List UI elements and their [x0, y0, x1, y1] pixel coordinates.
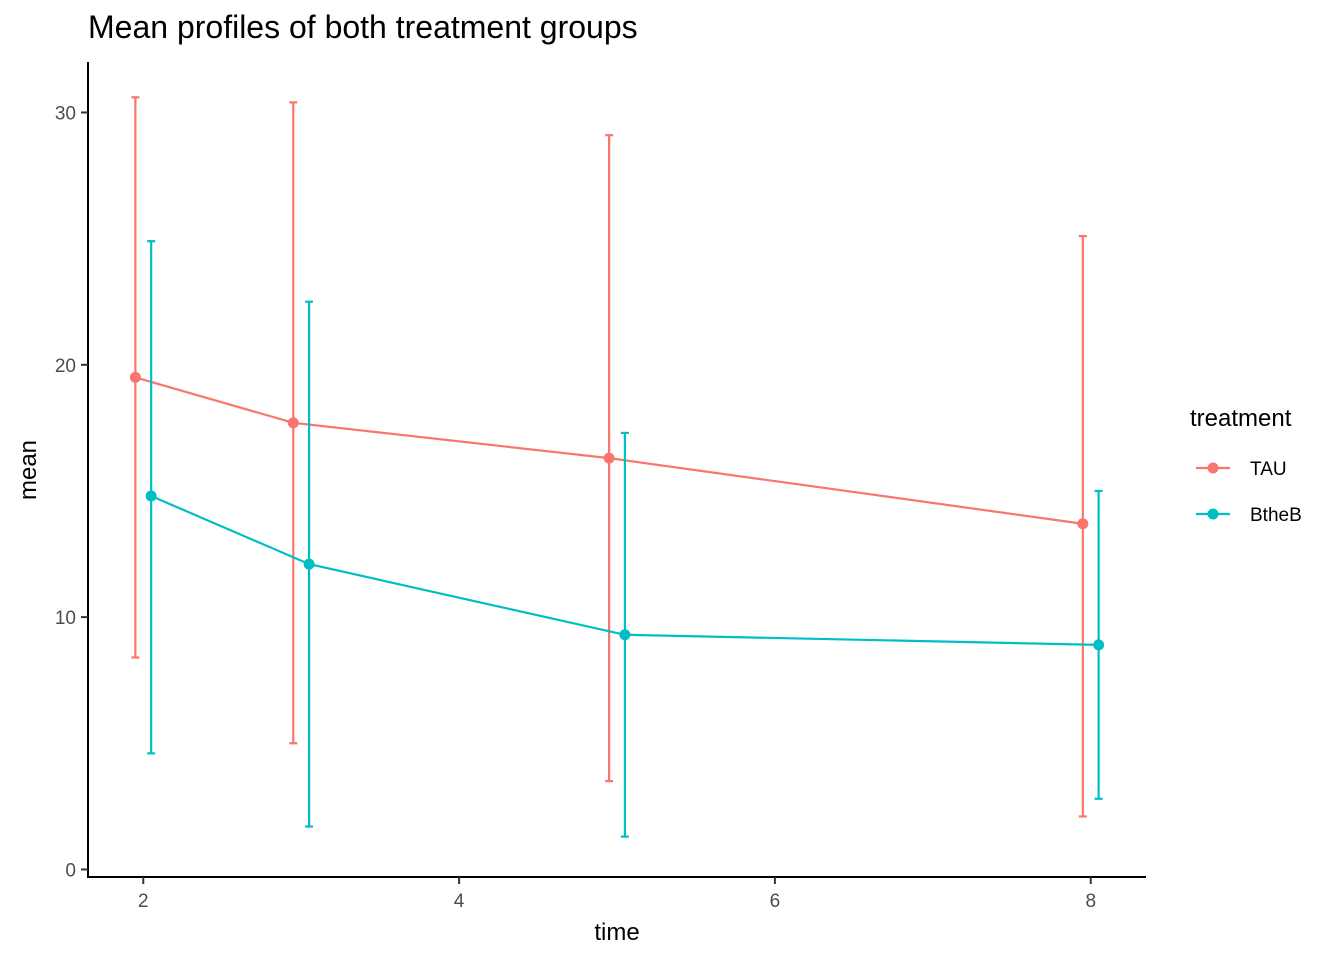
- x-tick-label: 4: [454, 891, 465, 912]
- legend-key-point: [1207, 508, 1219, 520]
- data-point: [129, 371, 141, 383]
- series-line: [135, 376, 1083, 525]
- y-tick-label: 30: [55, 103, 76, 124]
- y-tick-label: 0: [65, 860, 76, 881]
- legend-key-point: [1207, 462, 1219, 474]
- chart-title: Mean profiles of both treatment groups: [88, 9, 638, 45]
- plot-area: [129, 96, 1105, 838]
- legend-label: BtheB: [1250, 505, 1302, 526]
- data-point: [1093, 639, 1105, 651]
- x-tick-label: 8: [1085, 891, 1096, 912]
- data-point: [603, 452, 615, 464]
- series-btheb: [145, 240, 1105, 838]
- legend-item-tau: TAU: [1196, 459, 1287, 480]
- data-point: [145, 490, 157, 502]
- legend: treatment TAU BtheB: [1190, 405, 1302, 526]
- y-axis-title: mean: [15, 440, 42, 500]
- x-tick-label: 6: [770, 891, 781, 912]
- y-axis-ticks: 0 10 20 30: [55, 103, 88, 881]
- y-tick-label: 10: [55, 608, 76, 629]
- data-point: [1077, 518, 1089, 530]
- series-line: [150, 494, 1099, 646]
- x-tick-label: 2: [138, 891, 149, 912]
- data-point: [619, 629, 631, 641]
- legend-item-btheb: BtheB: [1196, 505, 1302, 526]
- x-axis-title: time: [594, 919, 639, 946]
- y-tick-label: 20: [55, 356, 76, 377]
- x-axis-ticks: 2 4 6 8: [138, 877, 1096, 912]
- legend-title: treatment: [1190, 405, 1292, 432]
- series-tau: [129, 96, 1089, 818]
- data-point: [287, 417, 299, 429]
- data-point: [303, 558, 315, 570]
- legend-label: TAU: [1250, 459, 1287, 480]
